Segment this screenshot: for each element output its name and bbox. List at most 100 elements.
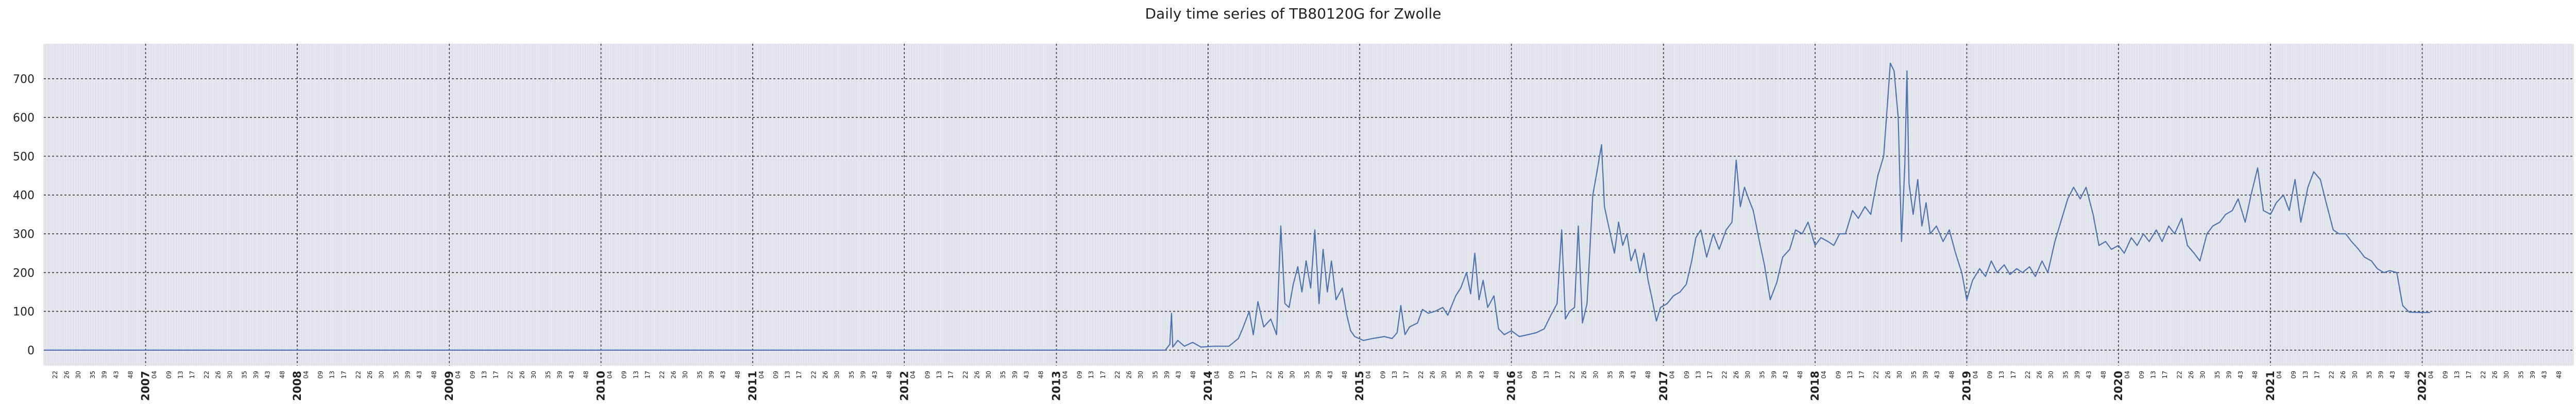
x-week-label: 13: [1695, 371, 1702, 379]
x-week-label: 09: [165, 371, 173, 379]
x-year-label: 2007: [140, 371, 152, 401]
x-week-label: 04: [1061, 371, 1069, 379]
x-year-label: 2019: [1961, 371, 1973, 401]
x-week-label: 17: [2010, 371, 2017, 379]
x-week-label: 17: [1403, 371, 1410, 379]
x-week-label: 48: [279, 371, 286, 379]
x-week-label: 04: [1972, 371, 1979, 379]
x-week-label: 48: [582, 371, 589, 379]
x-year-label: 2018: [1809, 371, 1821, 401]
x-week-label: 04: [909, 371, 917, 379]
x-week-label: 22: [1114, 371, 1121, 379]
x-week-label: 39: [859, 371, 867, 379]
x-week-label: 26: [2492, 371, 2499, 379]
x-week-label: 09: [1228, 371, 1235, 379]
series-line: [44, 62, 2430, 351]
x-week-label: 04: [2427, 371, 2434, 379]
x-week-label: 43: [2541, 371, 2548, 379]
x-week-label: 39: [2378, 371, 2385, 379]
x-week-label: 04: [1517, 371, 1524, 379]
x-week-label: 13: [481, 371, 488, 379]
x-week-label: 48: [1038, 371, 1045, 379]
x-year-label: 2016: [1505, 371, 1518, 401]
x-week-label: 43: [1023, 371, 1030, 379]
x-week-label: 04: [758, 371, 765, 379]
x-week-label: 26: [1429, 371, 1436, 379]
x-week-label: 13: [1998, 371, 2005, 379]
x-week-label: 26: [2036, 371, 2043, 379]
x-week-label: 43: [1327, 371, 1334, 379]
x-week-label: 39: [556, 371, 564, 379]
x-week-label: 13: [1240, 371, 1247, 379]
x-week-label: 26: [215, 371, 222, 379]
x-week-label: 48: [886, 371, 893, 379]
x-week-label: 35: [241, 371, 248, 379]
y-tick-label: 300: [13, 228, 35, 241]
x-week-label: 35: [1303, 371, 1311, 379]
x-week-label: 04: [1669, 371, 1676, 379]
x-week-label: 26: [1581, 371, 1588, 379]
x-week-label: 17: [1251, 371, 1258, 379]
x-week-label: 30: [682, 371, 689, 379]
x-week-label: 04: [454, 371, 462, 379]
x-week-label: 17: [1858, 371, 1865, 379]
x-week-label: 13: [2453, 371, 2461, 379]
x-week-label: 48: [2100, 371, 2107, 379]
x-week-label: 17: [189, 371, 196, 379]
x-week-label: 09: [1379, 371, 1386, 379]
x-week-label: 22: [1873, 371, 1880, 379]
x-week-label: 39: [1467, 371, 1474, 379]
x-year-label: 2009: [443, 371, 455, 401]
x-week-label: 09: [2138, 371, 2145, 379]
x-week-label: 30: [226, 371, 233, 379]
x-week-label: 30: [985, 371, 992, 379]
x-week-label: 26: [2188, 371, 2195, 379]
x-week-label: 09: [1531, 371, 1538, 379]
x-week-label: 39: [2225, 371, 2232, 379]
x-week-label: 43: [1175, 371, 1182, 379]
x-week-label: 39: [1922, 371, 1929, 379]
x-week-label: 09: [317, 371, 324, 379]
y-tick-label: 500: [13, 150, 35, 163]
x-week-label: 04: [606, 371, 613, 379]
x-week-label: 35: [89, 371, 96, 379]
x-week-label: 48: [127, 371, 134, 379]
x-week-label: 17: [1099, 371, 1107, 379]
x-week-label: 26: [822, 371, 829, 379]
x-year-label: 2012: [898, 371, 910, 401]
x-week-label: 04: [151, 371, 158, 379]
y-tick-label: 200: [13, 267, 35, 280]
x-week-label: 35: [999, 371, 1007, 379]
y-tick-label: 600: [13, 112, 35, 125]
x-week-label: 43: [871, 371, 878, 379]
x-week-label: 39: [2074, 371, 2081, 379]
x-week-label: 35: [1607, 371, 1614, 379]
x-week-label: 09: [2290, 371, 2297, 379]
x-week-label: 22: [1569, 371, 1576, 379]
x-week-label: 43: [2086, 371, 2093, 379]
x-week-label: 43: [1782, 371, 1789, 379]
x-week-label: 22: [2328, 371, 2335, 379]
x-week-label: 48: [1797, 371, 1804, 379]
x-week-label: 13: [1543, 371, 1550, 379]
x-week-label: 35: [696, 371, 703, 379]
x-week-label: 39: [404, 371, 411, 379]
x-week-label: 22: [52, 371, 59, 379]
x-year-label: 2008: [291, 371, 303, 401]
x-week-label: 30: [1896, 371, 1903, 379]
x-week-label: 04: [2276, 371, 2283, 379]
x-week-label: 48: [1645, 371, 1652, 379]
x-week-label: 39: [1315, 371, 1322, 379]
y-tick-label: 400: [13, 190, 35, 202]
x-week-label: 09: [924, 371, 931, 379]
x-week-label: 04: [1820, 371, 1827, 379]
x-week-label: 35: [1759, 371, 1766, 379]
x-week-label: 22: [1265, 371, 1273, 379]
x-week-label: 30: [1592, 371, 1599, 379]
x-week-label: 13: [632, 371, 639, 379]
x-week-label: 39: [2529, 371, 2536, 379]
x-week-label: 48: [1493, 371, 1500, 379]
x-week-label: 09: [469, 371, 476, 379]
x-week-label: 04: [1365, 371, 1372, 379]
x-week-label: 22: [658, 371, 666, 379]
